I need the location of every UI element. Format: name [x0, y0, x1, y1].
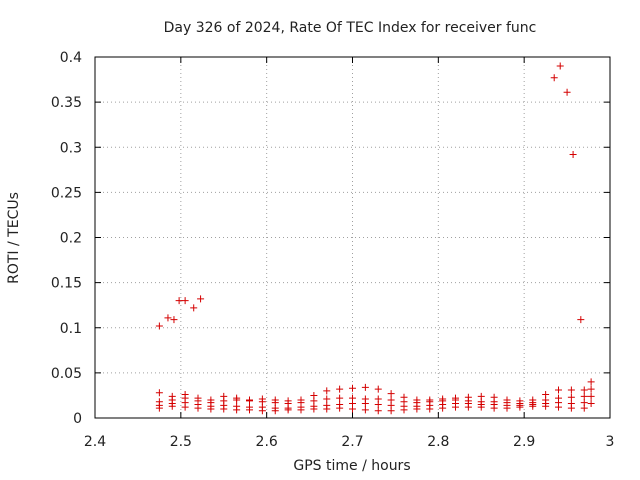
data-point [297, 406, 305, 414]
y-tick-label: 0.2 [60, 231, 82, 247]
data-point [400, 406, 408, 414]
y-tick-label: 0.25 [51, 185, 82, 201]
data-point [310, 405, 318, 413]
data-point [197, 295, 205, 303]
data-point [580, 392, 588, 400]
data-point [503, 404, 511, 412]
data-point [587, 400, 595, 408]
data-point [258, 407, 266, 415]
x-tick-label: 2.6 [256, 434, 278, 450]
data-point [336, 394, 344, 402]
data-point [323, 405, 331, 413]
data-point [194, 404, 202, 412]
x-tick-label: 3 [606, 434, 615, 450]
data-point [349, 405, 356, 413]
data-point [323, 395, 331, 403]
data-point [477, 403, 485, 411]
data-point [323, 387, 331, 395]
y-tick-label: 0.35 [51, 95, 82, 111]
data-point [569, 150, 577, 158]
data-point [563, 88, 571, 96]
data-point [374, 385, 382, 393]
data-point [439, 404, 447, 412]
data-point [349, 384, 356, 392]
data-point [155, 404, 163, 412]
y-tick-label: 0.05 [51, 366, 82, 382]
data-point [374, 400, 382, 408]
data-point [587, 378, 595, 386]
data-point [181, 403, 189, 411]
data-point [567, 393, 575, 401]
data-point [336, 385, 344, 393]
data-point [170, 316, 178, 324]
data-point [387, 407, 395, 415]
chart-title: Day 326 of 2024, Rate Of TEC Index for r… [164, 20, 537, 36]
x-tick-label: 2.4 [84, 434, 106, 450]
data-point [361, 406, 369, 414]
data-point [361, 383, 369, 391]
data-point [181, 297, 189, 305]
data-point [190, 304, 198, 312]
data-point [387, 390, 395, 398]
data-point [233, 396, 241, 404]
data-point [164, 314, 172, 322]
data-point [361, 400, 369, 408]
y-tick-label: 0.15 [51, 276, 82, 292]
data-point [413, 405, 421, 413]
data-point [516, 403, 524, 411]
data-point [567, 404, 575, 412]
data-point [426, 405, 434, 413]
x-tick-label: 2.5 [170, 434, 192, 450]
x-tick-label: 2.8 [427, 434, 449, 450]
data-point [567, 386, 575, 394]
data-point [284, 406, 292, 414]
data-point [155, 389, 163, 397]
data-point [580, 404, 588, 412]
data-point [155, 322, 163, 330]
data-point [246, 397, 253, 405]
x-axis-label: GPS time / hours [293, 458, 410, 474]
data-point [336, 404, 344, 412]
data-point [246, 406, 253, 414]
data-point [555, 403, 562, 411]
y-tick-label: 0.4 [60, 50, 82, 66]
data-point [587, 385, 595, 393]
y-tick-label: 0 [73, 411, 82, 427]
data-point [580, 386, 588, 394]
y-axis-label: ROTI / TECUs [6, 192, 22, 284]
axis-ticks: 2.4 2.5 2.6 2.7 2.8 2.9 3 0 0.05 0.1 0.15 0.2 0.25 0.… [51, 50, 615, 450]
data-points [155, 62, 595, 415]
data-point [271, 407, 279, 415]
data-point [168, 402, 176, 410]
data-point [556, 62, 564, 70]
data-point [220, 405, 228, 413]
data-point [490, 404, 498, 412]
data-point [587, 392, 595, 400]
data-point [529, 402, 537, 410]
data-point [577, 316, 585, 324]
data-point [175, 297, 183, 305]
data-point [555, 386, 562, 394]
grid [95, 57, 610, 418]
data-point [452, 403, 459, 411]
x-tick-label: 2.9 [513, 434, 535, 450]
y-tick-label: 0.3 [60, 140, 82, 156]
data-point [233, 406, 241, 414]
x-tick-label: 2.7 [341, 434, 363, 450]
data-point [550, 74, 558, 82]
data-point [542, 402, 550, 410]
data-point [464, 403, 472, 411]
data-point [207, 405, 215, 413]
y-tick-label: 0.1 [60, 321, 82, 337]
data-point [374, 407, 382, 415]
